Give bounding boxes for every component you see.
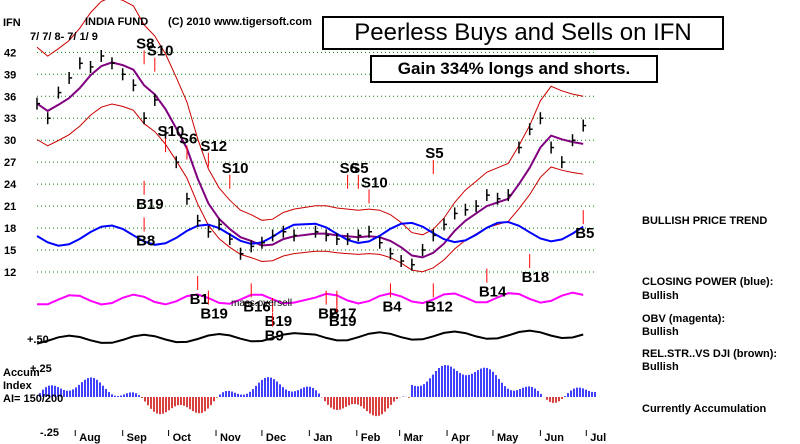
signal-label: B19 <box>265 313 293 330</box>
signal-label: B1 <box>190 291 209 308</box>
x-tick-label: May <box>497 432 519 444</box>
signal-label: B19 <box>200 306 228 323</box>
price-bars <box>36 49 587 271</box>
signal-label: B17 <box>329 306 357 323</box>
relstr-line <box>36 329 584 345</box>
indicator-lines <box>36 220 584 345</box>
signal-label: S5 <box>350 160 368 177</box>
signal-label: S5 <box>425 145 443 162</box>
x-tick-label: Oct <box>173 432 192 444</box>
x-tick-label: Aug <box>79 432 100 444</box>
signal-label: S6 <box>179 130 197 147</box>
signal-label: B8 <box>136 232 155 249</box>
obv-line <box>36 291 584 306</box>
y-tick-label: 27 <box>4 157 16 169</box>
closing-power-label: CLOSING POWER (blue): <box>642 276 774 288</box>
signal-label: B16 <box>243 298 271 315</box>
x-tick-label: Sep <box>127 432 147 444</box>
relstr-label: REL.STR..VS DJI (brown): <box>642 348 778 360</box>
x-tick-label: Jul <box>590 432 606 444</box>
signal-label: B4 <box>382 298 402 315</box>
signal-label: S10 <box>147 43 174 60</box>
index-label: Index <box>3 380 33 392</box>
closing-power-value: Bullish <box>642 290 679 302</box>
axis-ticks: 42 39 36 33 30 27 24 21 18 15 12 Aug Sep Oct Nov Dec Jan… <box>4 47 606 444</box>
y-tick-label: 21 <box>4 201 16 213</box>
signal-label: B2 <box>318 306 337 323</box>
lower-band <box>36 103 584 273</box>
signal-label: B19 <box>329 313 357 330</box>
signal-label: S10 <box>361 174 388 191</box>
x-tick-label: Nov <box>220 432 242 444</box>
x-tick-label: Apr <box>451 432 471 444</box>
signal-label: S10 <box>158 123 185 140</box>
relstr-value: Bullish <box>642 361 679 373</box>
closing-power-line <box>36 220 584 247</box>
annotation-oversell: mass.oversell <box>231 298 292 309</box>
accum-tick-neg: -.25 <box>40 427 59 439</box>
rs-tick: +.50 <box>27 334 49 346</box>
y-tick-label: 39 <box>4 69 16 81</box>
x-tick-label: Dec <box>266 432 286 444</box>
accum-tick-pos: +.25 <box>30 363 52 375</box>
upper-band <box>36 0 584 236</box>
signal-label: B9 <box>265 328 284 345</box>
signal-label: S6 <box>340 160 358 177</box>
x-tick-label: Jun <box>544 432 564 444</box>
x-tick-label: Mar <box>404 432 424 444</box>
x-tick-label: Feb <box>361 432 381 444</box>
accum-status: Currently Accumulation <box>642 403 767 415</box>
signal-label: S8 <box>136 35 154 52</box>
signal-label: B18 <box>522 269 550 286</box>
accum-label: Accum <box>3 367 40 379</box>
obv-label: OBV (magenta): <box>642 313 726 325</box>
x-tick-label: Jan <box>313 432 332 444</box>
signal-label: S10 <box>222 160 249 177</box>
y-tick-label: 42 <box>4 47 16 59</box>
y-tick-label: 24 <box>4 179 17 191</box>
signal-label: B5 <box>575 225 594 242</box>
ticker-label: IFN <box>3 17 21 29</box>
copyright-text: (C) 2010 www.tigersoft.com <box>168 16 312 28</box>
y-tick-label: 36 <box>4 91 16 103</box>
y-tick-label: 33 <box>4 113 16 125</box>
signal-label: B12 <box>425 298 453 315</box>
date-range: 7/ 7/ 8- 7/ 1/ 9 <box>30 31 98 43</box>
fund-name: INDIA FUND <box>85 16 148 28</box>
y-tick-label: 15 <box>4 245 16 257</box>
chart-grid <box>37 51 597 273</box>
trend-label: BULLISH PRICE TREND <box>642 215 768 227</box>
signal-label: B19 <box>136 196 164 213</box>
y-tick-label: 12 <box>4 267 16 279</box>
accumulation-histogram <box>39 365 596 417</box>
obv-value: Bullish <box>642 326 679 338</box>
title-box: Peerless Buys and Sells on IFN <box>322 16 724 50</box>
y-tick-label: 18 <box>4 223 16 235</box>
signal-label: S12 <box>200 138 227 155</box>
gain-box: Gain 334% longs and shorts. <box>370 55 658 83</box>
ai-label: AI= 150/200 <box>3 393 63 405</box>
y-tick-label: 30 <box>4 135 16 147</box>
signal-label: B14 <box>479 284 507 301</box>
